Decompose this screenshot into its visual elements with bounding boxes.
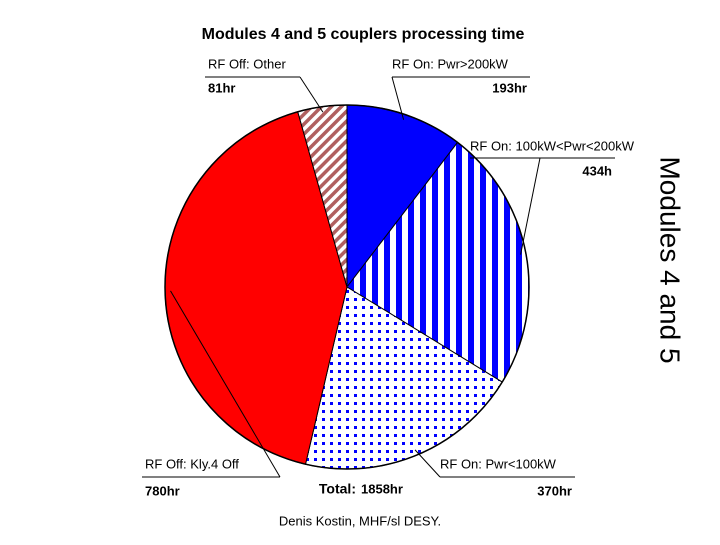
slice-value: 370hr: [537, 483, 572, 498]
side-title: Modules 4 and 5: [655, 156, 686, 363]
leader-line: [299, 76, 324, 113]
slice-value: 780hr: [145, 483, 180, 498]
pie-outline: [164, 104, 530, 470]
slice-label: RF On: 100kW<Pwr<200kW: [470, 138, 635, 153]
total-value: 1858hr: [361, 481, 403, 496]
slice-value: 193hr: [492, 80, 527, 95]
slice-label: RF On: Pwr>200kW: [392, 56, 509, 71]
leader-line: [414, 449, 441, 478]
footer: Denis Kostin, MHF/sl DESY.: [279, 513, 441, 528]
chart-title: Modules 4 and 5 couplers processing time: [202, 26, 525, 43]
slice-label: RF Off: Kly.4 Off: [145, 456, 239, 471]
leader-line: [391, 76, 405, 120]
total-label: Total:: [319, 481, 356, 497]
slice-value: 81hr: [208, 80, 235, 95]
leader-line: [170, 290, 281, 478]
leader-line: [520, 157, 541, 255]
slice-label: RF On: Pwr<100kW: [440, 456, 557, 471]
slice-label: RF Off: Other: [208, 56, 286, 71]
slice-value: 434h: [582, 163, 612, 178]
